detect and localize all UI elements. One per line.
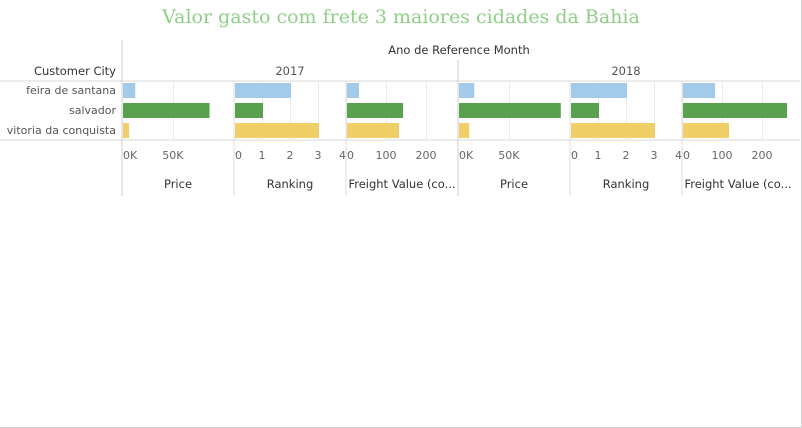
bar (571, 123, 655, 138)
measure-label: Freight Value (co... (684, 177, 791, 191)
tick-label: 4 (675, 149, 682, 162)
bar (123, 103, 210, 118)
column-header: Ano de Reference Month (388, 43, 530, 57)
bar (683, 123, 729, 138)
bar (123, 83, 136, 98)
bar (459, 103, 561, 118)
bar (683, 83, 715, 98)
tick-label: 3 (651, 149, 658, 162)
tick-label: 200 (416, 149, 437, 162)
bar (347, 83, 359, 98)
row-header: Customer City (34, 64, 116, 78)
bar (235, 123, 319, 138)
tick-label: 4 (339, 149, 346, 162)
measure-label: Freight Value (co... (348, 177, 455, 191)
category-label: feira de santana (26, 84, 116, 97)
tick-label: 2 (287, 149, 294, 162)
bar (235, 103, 263, 118)
measure-label: Price (164, 177, 192, 191)
bar (683, 103, 787, 118)
tick-label: 1 (259, 149, 266, 162)
tick-label: 0K (123, 149, 138, 162)
bar (235, 83, 291, 98)
tick-label: 3 (315, 149, 322, 162)
tick-label: 100 (376, 149, 397, 162)
tick-label: 0 (235, 149, 242, 162)
bar (571, 103, 599, 118)
chart-title: Valor gasto com frete 3 maiores cidades … (162, 6, 640, 28)
bar (571, 83, 627, 98)
year-label: 2018 (611, 64, 640, 78)
tick-label: 100 (712, 149, 733, 162)
tick-label: 50K (498, 149, 520, 162)
category-label: vitoria da conquista (7, 124, 116, 137)
bar (347, 123, 399, 138)
tick-label: 0K (459, 149, 474, 162)
tick-label: 0 (683, 149, 690, 162)
bar (123, 123, 130, 138)
tick-label: 50K (162, 149, 184, 162)
measure-label: Ranking (603, 177, 650, 191)
category-label: salvador (69, 104, 116, 117)
year-label: 2017 (275, 64, 304, 78)
tick-label: 2 (623, 149, 630, 162)
bar (459, 123, 470, 138)
tick-label: 0 (347, 149, 354, 162)
tick-label: 200 (752, 149, 773, 162)
tick-label: 0 (571, 149, 578, 162)
measure-label: Price (500, 177, 528, 191)
tick-label: 1 (595, 149, 602, 162)
bar (459, 83, 475, 98)
bar (347, 103, 403, 118)
measure-label: Ranking (267, 177, 314, 191)
